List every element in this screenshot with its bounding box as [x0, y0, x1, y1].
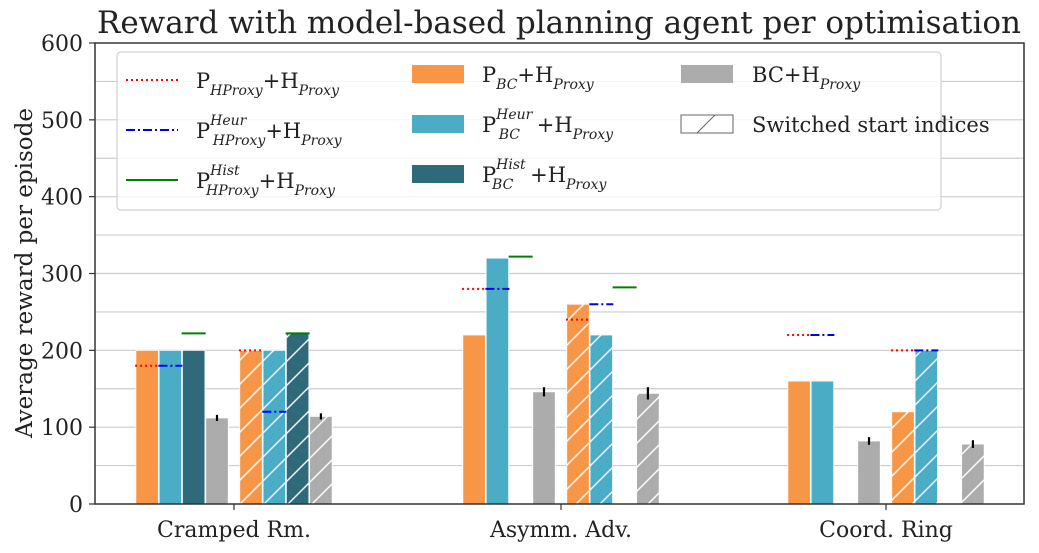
y-tick-label: 200 — [41, 339, 83, 364]
bar-hatch — [286, 333, 309, 504]
legend-label-part: +H — [263, 69, 299, 93]
y-tick-label: 300 — [41, 263, 83, 288]
x-category-label: Coord. Ring — [819, 518, 953, 543]
legend-label-part: H — [205, 183, 219, 199]
legend-label-part: P — [196, 119, 210, 143]
legend-label-part: P — [196, 69, 210, 93]
bar — [810, 380, 835, 505]
legend-label-part: Proxy — [217, 183, 259, 199]
legend-label-part: BC — [491, 177, 514, 193]
legend-swatch — [412, 165, 464, 183]
y-tick-label: 500 — [41, 109, 83, 134]
legend-box — [116, 51, 942, 211]
legend-label: PHeur BC +HProxy — [482, 107, 614, 143]
legend-label: PHeur HProxy+HProxy — [196, 113, 343, 149]
legend-label-part: BC — [495, 77, 518, 93]
legend-swatch — [681, 65, 733, 83]
legend-label-part: Proxy — [572, 127, 614, 143]
legend-swatch — [412, 65, 464, 83]
legend-label-part: +H — [259, 169, 295, 193]
y-tick-label: 0 — [69, 493, 83, 518]
legend-label-part: Proxy — [300, 133, 342, 149]
bar-hatch — [636, 393, 660, 504]
legend-hatch-handle — [680, 114, 734, 134]
legend-label-part: P — [482, 163, 496, 187]
legend-label-part: Proxy — [565, 177, 607, 193]
legend-label-part: Switched start indices — [752, 113, 990, 137]
legend-label-part: Proxy — [221, 83, 263, 99]
bar-hatch — [263, 350, 286, 504]
x-category-label: Asymm. Adv. — [489, 518, 632, 543]
y-ticks: 0 100 200 300 400 500 600 — [41, 32, 95, 518]
legend-label: PBC+HProxy — [482, 63, 595, 93]
legend-label-part: Hist — [495, 157, 526, 173]
bar — [182, 349, 206, 505]
legend-label-part: +H — [517, 63, 553, 87]
bars — [135, 257, 985, 505]
legend-label: Switched start indices — [752, 113, 990, 137]
legend-label-part: +H — [537, 113, 573, 137]
legend-hatch-stroke — [696, 114, 716, 134]
legend-label: PHist HProxy+HProxy — [196, 163, 336, 199]
bar-hatch — [915, 350, 938, 504]
legend-label-part: BC — [498, 127, 521, 143]
legend-label-part: Heur — [495, 107, 534, 123]
chart-title: Reward with model-based planning agent p… — [97, 5, 1021, 41]
bar-hatch — [590, 334, 613, 504]
legend-label-part: Proxy — [298, 83, 340, 99]
x-category-label: Cramped Rm. — [157, 518, 311, 543]
legend-label: PHist BC +HProxy — [482, 157, 607, 193]
x-categories: Cramped Rm. Asymm. Adv. Coord. Ring — [157, 504, 953, 543]
y-tick-label: 400 — [41, 186, 83, 211]
legend-label-part: Heur — [209, 113, 248, 129]
bar — [135, 349, 159, 505]
legend-label-part: BC — [752, 63, 784, 87]
bar — [787, 380, 811, 505]
y-tick-label: 100 — [41, 416, 83, 441]
y-axis-label: Average reward per episode — [12, 108, 38, 439]
bar — [462, 334, 486, 505]
legend-label-part: Proxy — [294, 183, 336, 199]
bar-hatch — [309, 416, 333, 504]
bar — [857, 440, 881, 505]
y-tick-label: 600 — [41, 32, 83, 57]
legend-label-part: Proxy — [552, 77, 594, 93]
legend-label-part: Proxy — [224, 133, 266, 149]
plot-frame — [94, 42, 1025, 505]
legend-label-part: P — [196, 169, 210, 193]
bar-hatch — [239, 350, 263, 504]
legend-label-part: P — [482, 63, 496, 87]
bar-hatch — [961, 444, 985, 504]
series-lines — [135, 255, 939, 413]
legend-label: PHProxy+HProxy — [196, 69, 340, 99]
legend-label-part: +H — [530, 163, 566, 187]
bar — [532, 391, 556, 505]
legend-label-part: H — [209, 83, 223, 99]
legend-label-part: +H — [265, 119, 301, 143]
bar — [485, 257, 510, 505]
legend-label-part: +H — [784, 63, 820, 87]
bar-hatch — [566, 304, 590, 504]
legend-label-part: H — [212, 133, 226, 149]
legend-label: BC+HProxy — [752, 63, 861, 93]
bar — [158, 349, 183, 505]
legend-swatch — [412, 115, 464, 133]
legend-label-part: Hist — [209, 163, 240, 179]
bar-hatch — [891, 411, 915, 504]
legend-label-part: Proxy — [819, 77, 861, 93]
legend-label-part: P — [482, 113, 496, 137]
bar — [205, 417, 229, 505]
